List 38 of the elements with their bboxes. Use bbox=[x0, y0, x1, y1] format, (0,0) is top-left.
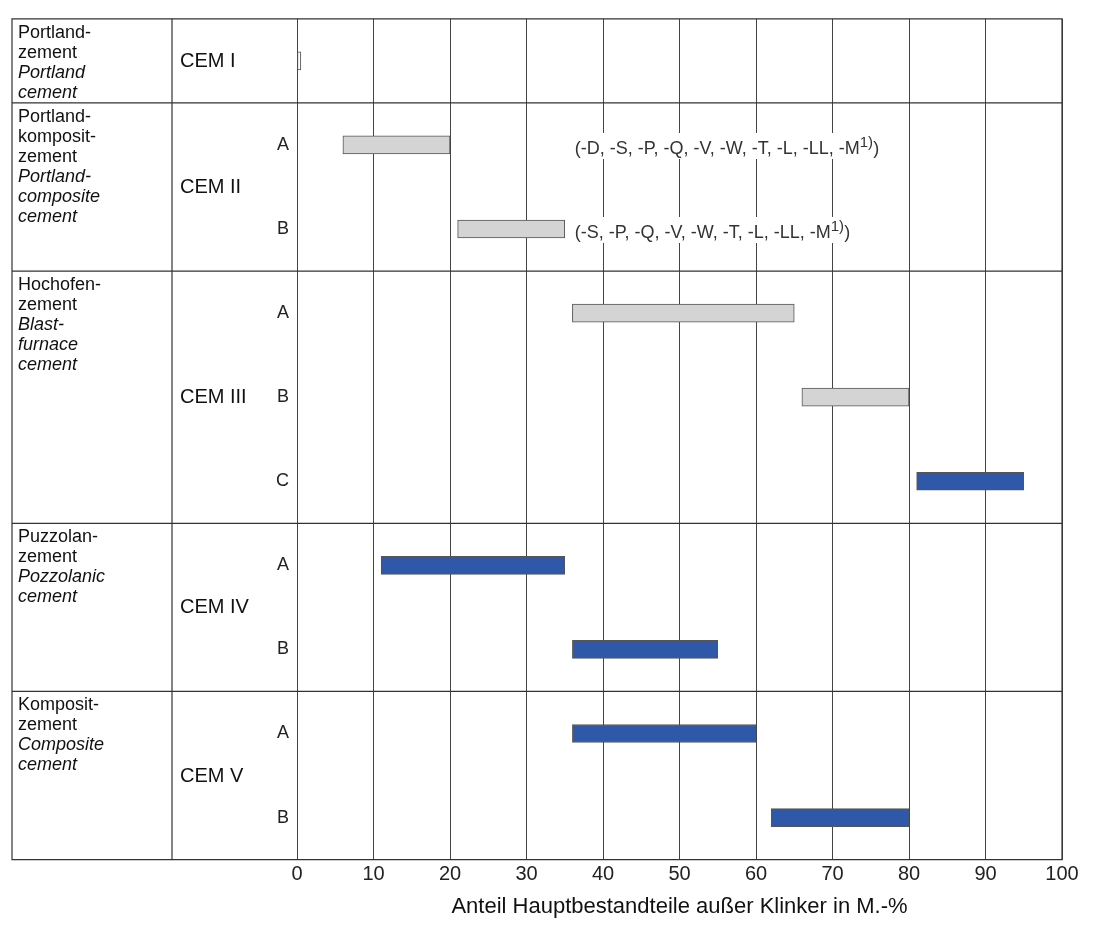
text: CEM IV bbox=[180, 595, 249, 618]
y-tick-label: B bbox=[276, 806, 289, 827]
text: CEM V bbox=[180, 763, 244, 786]
x-axis-title: Anteil Hauptbestandteile außer Klinker in M.-% bbox=[451, 892, 908, 918]
text: Komposit- zement bbox=[18, 694, 101, 735]
x-tick-label: 10 bbox=[362, 862, 385, 885]
x-tick-label: 0 bbox=[291, 862, 303, 885]
y-tick-label: A bbox=[276, 722, 289, 743]
text: Blast- furnace cement bbox=[18, 314, 80, 375]
x-tick-label: 60 bbox=[744, 862, 768, 885]
x-tick-label: 20 bbox=[438, 862, 462, 885]
y-tick-label: B bbox=[276, 386, 289, 407]
text: CEM III bbox=[180, 385, 247, 408]
text: Portland cement bbox=[18, 61, 87, 102]
x-tick-label: 70 bbox=[821, 862, 844, 885]
text: Portland- composite cement bbox=[18, 165, 101, 226]
x-tick-label: 80 bbox=[897, 862, 921, 885]
text: CEM II bbox=[180, 174, 242, 197]
text: Pozzolanic cement bbox=[18, 566, 106, 607]
y-tick-label: A bbox=[276, 554, 289, 575]
x-tick-label: 100 bbox=[1045, 862, 1079, 885]
text: Portland- komposit- zement bbox=[18, 105, 98, 166]
text: Puzzolan- zement bbox=[18, 526, 100, 567]
x-tick-label: 50 bbox=[668, 862, 691, 885]
y-tick-label: C bbox=[276, 470, 289, 491]
text: Hochofen- zement bbox=[18, 274, 102, 315]
y-tick-label: B bbox=[276, 638, 289, 659]
x-tick-label: 30 bbox=[515, 862, 538, 885]
text: CEM I bbox=[180, 48, 236, 71]
x-tick-label: 90 bbox=[974, 862, 997, 885]
y-tick-label: A bbox=[276, 133, 289, 154]
y-tick-label: A bbox=[276, 302, 289, 323]
annotation: (-D, -S, -P, -Q, -V, -W, -T, -L, -LL, -M$^{1)}$) bbox=[570, 132, 884, 159]
y-tick-label: B bbox=[276, 217, 289, 238]
annotation: (-S, -P, -Q, -V, -W, -T, -L, -LL, -M$^{1)}$) bbox=[570, 217, 855, 243]
text: Composite cement bbox=[18, 734, 105, 775]
x-tick-label: 40 bbox=[591, 862, 615, 885]
text: Portland- zement bbox=[18, 21, 92, 62]
